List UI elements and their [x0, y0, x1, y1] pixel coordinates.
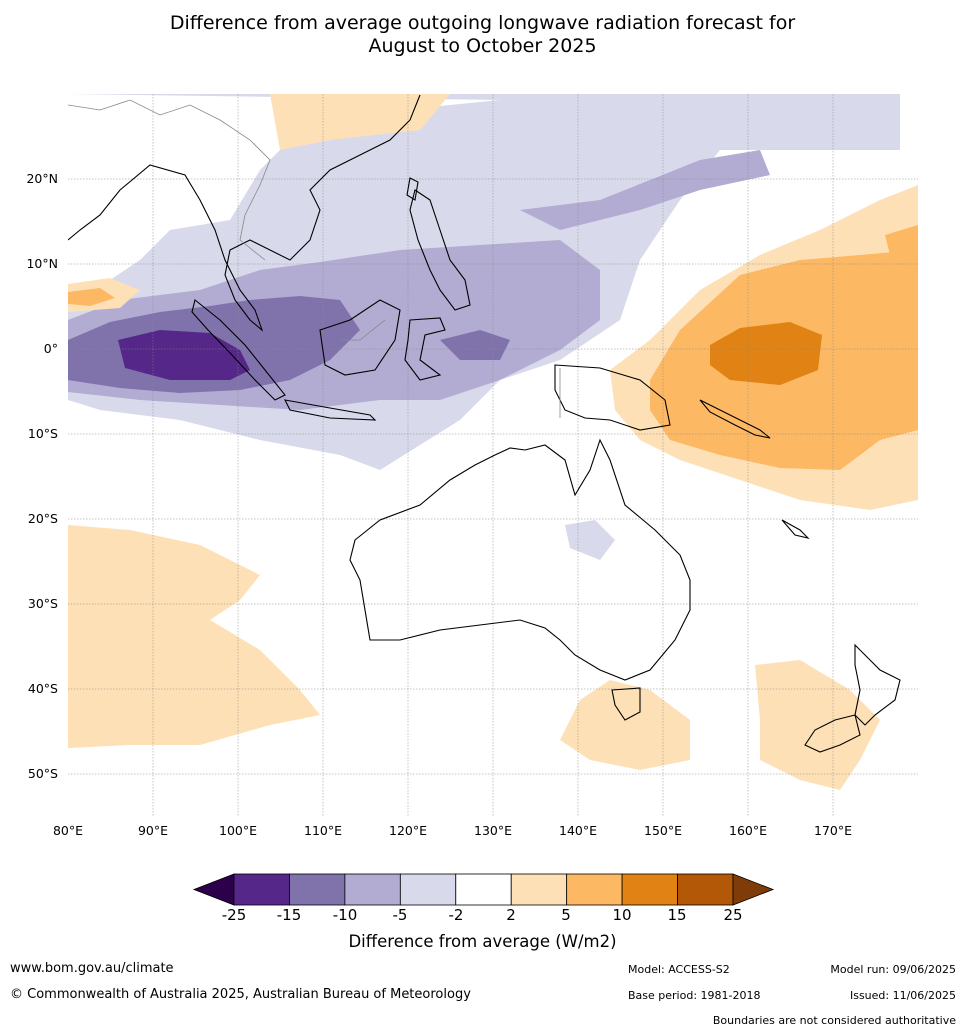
lat-label-30s: 30°S	[27, 596, 58, 611]
lat-label-20s: 20°S	[27, 511, 58, 526]
colorbar-tick-6: 5	[561, 906, 571, 924]
lon-label-100e: 100°E	[218, 823, 258, 838]
colorbar-tick-2: -10	[332, 906, 358, 924]
new-zealand-south-coastline	[804, 714, 861, 753]
colorbar-tick-7: 10	[612, 906, 632, 924]
map-title-line-1: Difference from average outgoing longwav…	[169, 12, 796, 34]
map-gridlines	[68, 94, 918, 816]
lat-label-10n: 10°N	[26, 256, 58, 271]
tasmania-coastline	[611, 687, 641, 721]
anomaly-region-strong-negative-east	[440, 330, 510, 360]
anomaly-region-moderate-positive-pacific-east	[885, 225, 918, 255]
lon-label-130e: 130°E	[473, 823, 513, 838]
philippines-coastline	[409, 189, 471, 311]
anomaly-region-light-negative-australia	[565, 520, 615, 560]
colorbar-label: Difference from average (W/m2)	[348, 932, 617, 951]
lat-label-10s: 10°S	[27, 426, 58, 441]
new-zealand-north-coastline	[854, 643, 901, 726]
lon-label-90e: 90°E	[137, 823, 169, 838]
sulawesi-coastline	[404, 317, 446, 381]
footer-disclaimer: Boundaries are not considered authoritat…	[712, 1014, 956, 1027]
lat-label-0: 0°	[43, 341, 58, 356]
anomaly-region-light-positive-china	[270, 94, 450, 150]
taiwan-coastline	[406, 177, 419, 201]
olr-anomaly-map	[68, 94, 918, 816]
colorbar-extension-high	[732, 873, 775, 906]
anomaly-region-light-negative-pacific-north	[620, 100, 800, 150]
new-caledonia-coastline	[781, 519, 810, 539]
lon-label-110e: 110°E	[303, 823, 343, 838]
solomon-islands-coastline	[699, 399, 771, 439]
colorbar-tick-4: -2	[448, 906, 464, 924]
colorbar-bin	[677, 873, 734, 906]
colorbar-tick-5: 2	[506, 906, 516, 924]
footer-issued: Issued: 11/06/2025	[849, 989, 956, 1002]
australia-coastline	[349, 438, 691, 681]
lat-label-40s: 40°S	[27, 681, 58, 696]
colorbar-bin	[344, 873, 401, 906]
colorbar-extension-low	[192, 873, 235, 906]
footer-website: www.bom.gov.au/climate	[10, 961, 174, 976]
anomaly-region-light-positive-indian-ocean-south	[68, 525, 320, 748]
anomaly-region-moderate-positive-indian-ocean-north	[68, 288, 115, 306]
footer-base-period: Base period: 1981-2018	[628, 989, 761, 1002]
colorbar-bin	[510, 873, 568, 906]
lat-label-20n: 20°N	[26, 171, 58, 186]
country-border-borneo	[340, 319, 386, 341]
lon-label-80e: 80°E	[52, 823, 84, 838]
colorbar-bin	[455, 873, 512, 906]
lon-label-170e: 170°E	[813, 823, 853, 838]
colorbar-tick-9: 25	[723, 906, 743, 924]
colorbar-bin	[289, 873, 346, 906]
map-title-line-2: August to October 2025	[368, 35, 597, 57]
java-coastline	[284, 399, 377, 421]
footer-model-run: Model run: 09/06/2025	[830, 963, 956, 976]
colorbar-bin	[621, 873, 678, 906]
coastlines	[68, 94, 901, 753]
colorbar-bin	[399, 873, 457, 906]
colorbar-tick-3: -5	[392, 906, 408, 924]
mainland-asia-coastline	[68, 94, 421, 332]
lon-label-140e: 140°E	[558, 823, 598, 838]
borneo-coastline	[319, 299, 401, 376]
colorbar-bin	[566, 873, 623, 906]
colorbar-bin	[233, 873, 290, 906]
footer-copyright: © Commonwealth of Australia 2025, Austra…	[10, 987, 471, 1002]
colorbar-tick-1: -15	[276, 906, 302, 924]
colorbar-tick-8: 15	[667, 906, 687, 924]
sumatra-coastline	[191, 299, 286, 401]
anomaly-region-light-positive-new-zealand	[755, 660, 880, 790]
country-borders	[68, 99, 561, 418]
anomaly-region-light-positive-tasmania	[560, 680, 690, 770]
footer-model: Model: ACCESS-S2	[628, 963, 730, 976]
country-border-mainland-asia	[68, 99, 271, 261]
new-guinea-coastline	[554, 364, 671, 431]
anomaly-region-very-strong-negative	[118, 330, 250, 380]
anomaly-shading	[68, 94, 918, 790]
lon-label-150e: 150°E	[643, 823, 683, 838]
anomaly-region-medium-negative-north	[520, 150, 770, 230]
lon-label-120e: 120°E	[388, 823, 428, 838]
lon-label-160e: 160°E	[728, 823, 768, 838]
colorbar-tick-0: -25	[221, 906, 247, 924]
anomaly-region-strong-positive-pacific	[710, 322, 822, 385]
lat-label-50s: 50°S	[27, 766, 58, 781]
